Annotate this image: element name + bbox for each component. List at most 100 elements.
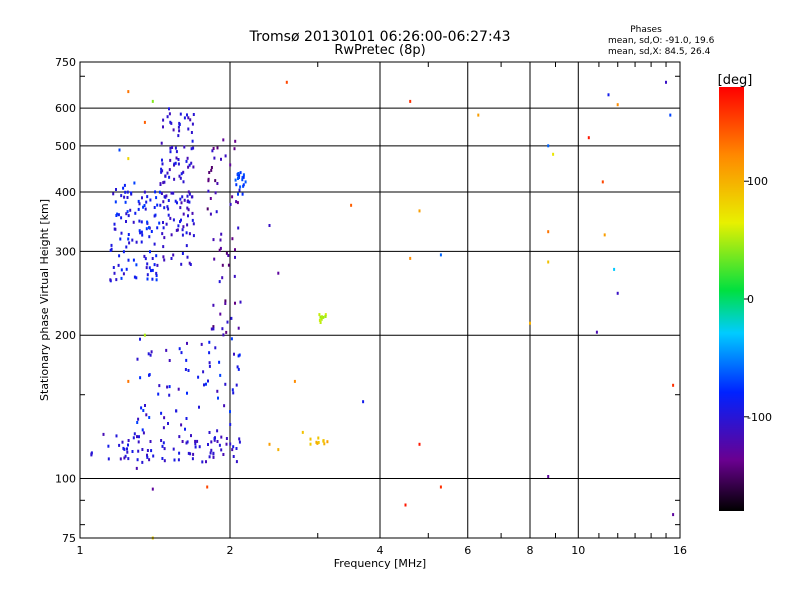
cluster-point [175, 156, 178, 160]
cluster-point [148, 266, 151, 270]
cluster-point [154, 190, 157, 194]
cluster-point [125, 267, 128, 271]
cluster-point [237, 177, 239, 180]
cluster-point [133, 432, 136, 436]
cluster-point [122, 250, 125, 254]
cluster-point [168, 359, 171, 362]
cluster-point [162, 181, 165, 185]
cluster-point [126, 450, 129, 454]
cluster-point [219, 373, 222, 377]
cluster-point [208, 361, 211, 365]
cluster-point [239, 300, 242, 304]
colorbar-tick-label: 100 [747, 175, 768, 188]
cluster-point [200, 342, 203, 346]
data-point [529, 321, 531, 325]
cluster-point [209, 451, 212, 455]
cluster-point [216, 440, 219, 443]
cluster-point [160, 411, 163, 415]
cluster-point [168, 168, 171, 172]
cluster-point [174, 146, 177, 150]
cluster-point [214, 346, 217, 350]
cluster-point [132, 258, 135, 262]
cluster-point [127, 233, 130, 236]
data-point [616, 103, 619, 107]
cluster-point [212, 147, 215, 150]
cluster-point [162, 125, 164, 129]
cluster-point [150, 230, 153, 233]
y-axis-label: Stationary phase Virtual Height [km] [38, 199, 51, 401]
data-point [151, 487, 154, 491]
cluster-point [158, 384, 161, 388]
cluster-point [224, 299, 227, 303]
cluster-point [161, 444, 164, 448]
cluster-point [146, 273, 149, 277]
cluster-point [164, 174, 167, 178]
cluster-point [115, 434, 118, 438]
data-point [151, 99, 154, 103]
cluster-point [208, 364, 211, 368]
colorbar-ticks: 100 0 -100 [744, 175, 772, 424]
data-point [601, 180, 604, 184]
cluster-point [133, 275, 136, 279]
cluster-point [181, 252, 184, 255]
cluster-point [155, 271, 158, 275]
cluster-point [188, 200, 191, 204]
cluster-point [123, 195, 126, 199]
cluster-point [197, 375, 200, 379]
cluster-point [142, 205, 145, 209]
cluster-point [227, 254, 230, 257]
cluster-point [153, 242, 156, 246]
cluster-point [139, 376, 142, 380]
cluster-point [162, 255, 165, 259]
data-point [613, 267, 616, 271]
cluster-point [120, 216, 123, 220]
cluster-point [175, 150, 178, 154]
cluster-point [198, 445, 201, 449]
cluster-point [165, 348, 168, 352]
cluster-point [118, 443, 121, 447]
cluster-point [207, 443, 209, 446]
cluster-point [118, 254, 121, 258]
cluster-point [170, 121, 173, 125]
x-tick-label: 2 [227, 544, 234, 557]
cluster-point [120, 231, 123, 235]
cluster-point [222, 453, 225, 456]
y-tick-label: 300 [55, 245, 76, 258]
cluster-point [135, 276, 138, 280]
cluster-point [145, 413, 148, 417]
cluster-point [177, 224, 180, 228]
cluster-point [229, 423, 232, 426]
cluster-point [145, 227, 148, 231]
cluster-point [210, 327, 213, 331]
cluster-point [185, 441, 188, 445]
cluster-point [177, 134, 180, 138]
cluster-point [185, 417, 188, 420]
cluster-point [236, 365, 239, 369]
colorbar-tick-label: 0 [747, 293, 754, 306]
cluster-point [192, 113, 195, 116]
data-point [409, 256, 412, 260]
cluster-point [145, 200, 148, 204]
colorbar-tick-label: -100 [747, 411, 772, 424]
cluster-point [237, 226, 240, 230]
cluster-point [146, 277, 149, 281]
cluster-point [162, 441, 165, 445]
cluster-point [185, 244, 188, 248]
cluster-point [179, 176, 182, 180]
cluster-point [152, 454, 155, 458]
cluster-point [188, 261, 191, 265]
data-point [439, 253, 442, 257]
cluster-point [168, 175, 171, 179]
cluster-point [129, 208, 132, 212]
cluster-point [148, 373, 151, 377]
data-point [603, 233, 606, 237]
cluster-point [169, 158, 172, 162]
cluster-point [177, 125, 180, 129]
cluster-point [188, 192, 191, 196]
cluster-point [131, 450, 134, 453]
cluster-point [122, 272, 125, 276]
cluster-point [172, 447, 175, 451]
cluster-point [218, 280, 221, 284]
cluster-point [166, 385, 169, 389]
cluster-point [237, 326, 240, 330]
